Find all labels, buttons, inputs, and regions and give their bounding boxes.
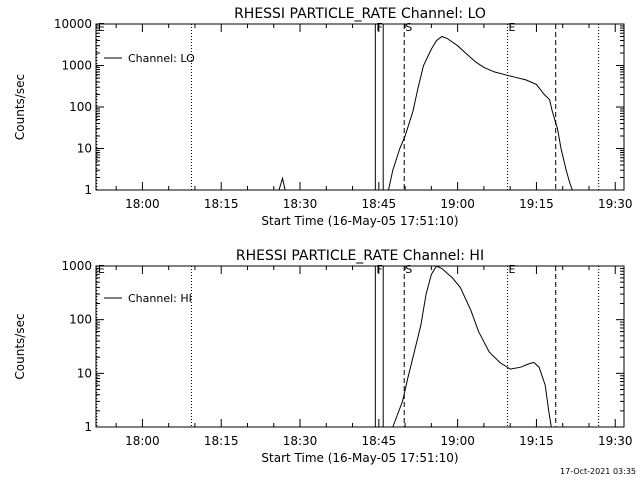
generation-timestamp: 17-Oct-2021 03:35 [560, 467, 636, 476]
marker-label: E [98, 263, 105, 276]
x-axis-label: Start Time (16-May-05 17:51:10) [261, 214, 458, 228]
marker-label: E [509, 21, 516, 34]
marker-label: F [376, 263, 382, 276]
legend-label: Channel: HI [128, 292, 192, 305]
y-tick-label: 1000 [61, 59, 92, 73]
legend-label: Channel: LO [128, 52, 195, 65]
x-tick-label: 19:30 [598, 434, 633, 448]
y-tick-label: 1000 [61, 259, 92, 273]
marker-label: S [405, 263, 412, 276]
x-tick-label: 19:15 [519, 434, 554, 448]
y-axis-label: Counts/sec [13, 313, 27, 379]
y-tick-label: 10000 [54, 17, 92, 31]
marker-label: E [509, 263, 516, 276]
panel-hi: RHESSI PARTICLE_RATE Channel: HI Start Ti… [13, 248, 633, 465]
chart-title: RHESSI PARTICLE_RATE Channel: LO [234, 6, 486, 22]
marker-label: F [376, 21, 382, 34]
plot-frame [95, 265, 625, 428]
panel-lo: RHESSI PARTICLE_RATE Channel: LO Start Ti… [13, 6, 633, 228]
y-tick-label: 10 [77, 142, 92, 156]
x-tick-label: 18:15 [204, 434, 239, 448]
y-tick-label: 10 [77, 366, 92, 380]
y-tick-label: 1 [84, 420, 92, 434]
y-axis-label: Counts/sec [13, 74, 27, 140]
x-tick-label: 19:00 [440, 434, 475, 448]
y-tick-label: 1 [84, 183, 92, 197]
plot-frame [95, 23, 625, 191]
x-axis-label: Start Time (16-May-05 17:51:10) [261, 451, 458, 465]
marker-label: E [98, 21, 105, 34]
x-tick-label: 19:00 [440, 197, 475, 211]
x-tick-label: 19:30 [598, 197, 633, 211]
y-tick-label: 100 [69, 100, 92, 114]
x-tick-label: 18:00 [125, 434, 160, 448]
x-tick-label: 19:15 [519, 197, 554, 211]
marker-label: S [405, 21, 412, 34]
x-tick-label: 18:45 [362, 434, 397, 448]
y-tick-label: 100 [69, 313, 92, 327]
chart-title: RHESSI PARTICLE_RATE Channel: HI [236, 248, 484, 264]
x-tick-label: 18:30 [283, 434, 318, 448]
x-tick-label: 18:45 [362, 197, 397, 211]
x-tick-label: 18:00 [125, 197, 160, 211]
x-tick-label: 18:30 [283, 197, 318, 211]
x-tick-label: 18:15 [204, 197, 239, 211]
series-line [392, 265, 552, 428]
series-line [278, 35, 573, 191]
